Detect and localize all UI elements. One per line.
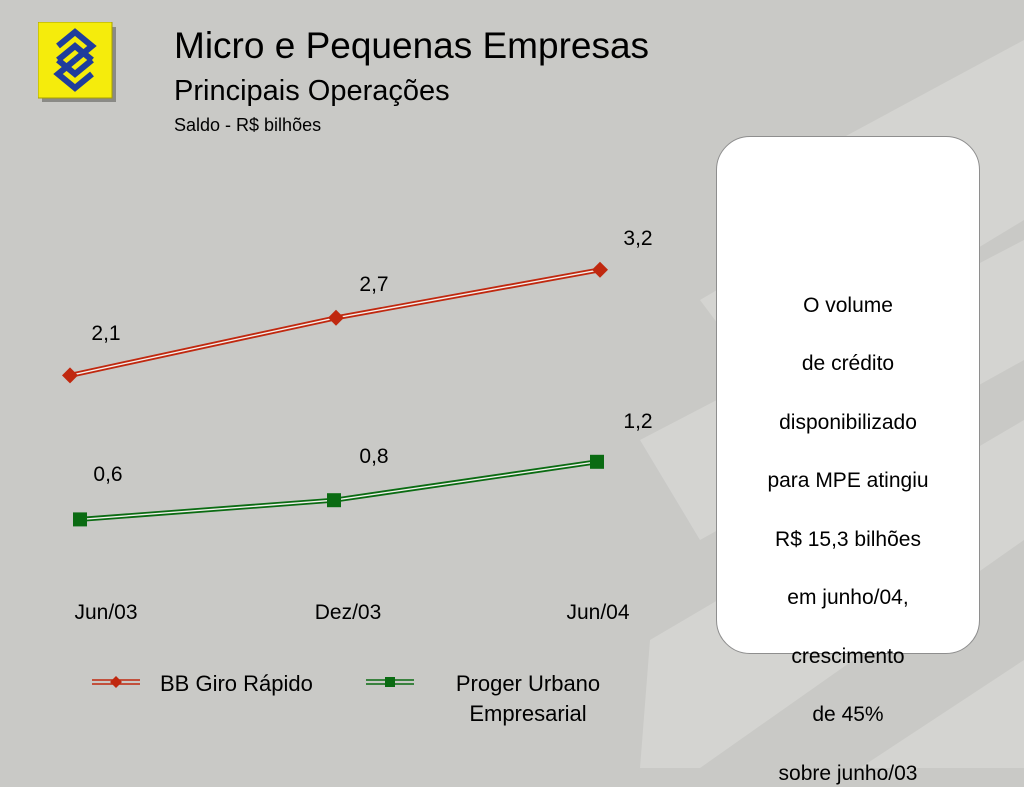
callout-line: de 45% [812, 703, 884, 726]
info-callout: O volume de crédito disponibilizado para… [716, 136, 980, 785]
data-point-marker [590, 454, 604, 469]
callout-line: disponibilizado [779, 411, 917, 434]
legend-swatch-proger [366, 677, 414, 687]
x-tick-label: Dez/03 [315, 601, 382, 624]
legend-label-proger-line1: Proger Urbano [455, 671, 601, 696]
data-label: 0,8 [359, 445, 388, 468]
callout-line: crescimento [791, 645, 905, 668]
data-label: 0,6 [93, 463, 122, 486]
data-point-marker [327, 493, 341, 508]
data-point-marker [328, 309, 344, 326]
legend-label-proger-line2: Empresarial [469, 701, 587, 726]
slide-subtitle: Principais Operações [174, 75, 450, 107]
unit-label: Saldo - R$ bilhões [174, 115, 322, 135]
line-chart: Jun/03 Dez/03 Jun/04 2,1 2,7 3,2 0,6 0,8 1,2 [62, 227, 653, 624]
x-tick-label: Jun/04 [566, 601, 629, 624]
callout-line: para MPE atingiu [767, 469, 929, 492]
data-point-marker [62, 367, 78, 384]
slide-title: Micro e Pequenas Empresas [174, 25, 650, 66]
data-point-marker [592, 261, 608, 278]
data-label: 2,1 [91, 322, 120, 345]
series-line [79, 459, 598, 522]
x-tick-label: Jun/03 [74, 601, 137, 624]
bank-logo [38, 22, 116, 102]
data-label: 2,7 [359, 273, 388, 296]
legend-swatch-bb-giro [92, 676, 140, 688]
data-label: 3,2 [623, 227, 652, 250]
callout-line: sobre junho/03 [778, 762, 918, 785]
callout-line: O volume [803, 294, 893, 317]
callout-line: de crédito [801, 352, 895, 375]
data-point-marker [73, 512, 87, 527]
data-label: 1,2 [623, 410, 652, 433]
callout-line: em junho/04, [787, 586, 909, 609]
callout-line: R$ 15,3 bilhões [775, 528, 921, 551]
legend-label-bb-giro: BB Giro Rápido [160, 671, 313, 696]
